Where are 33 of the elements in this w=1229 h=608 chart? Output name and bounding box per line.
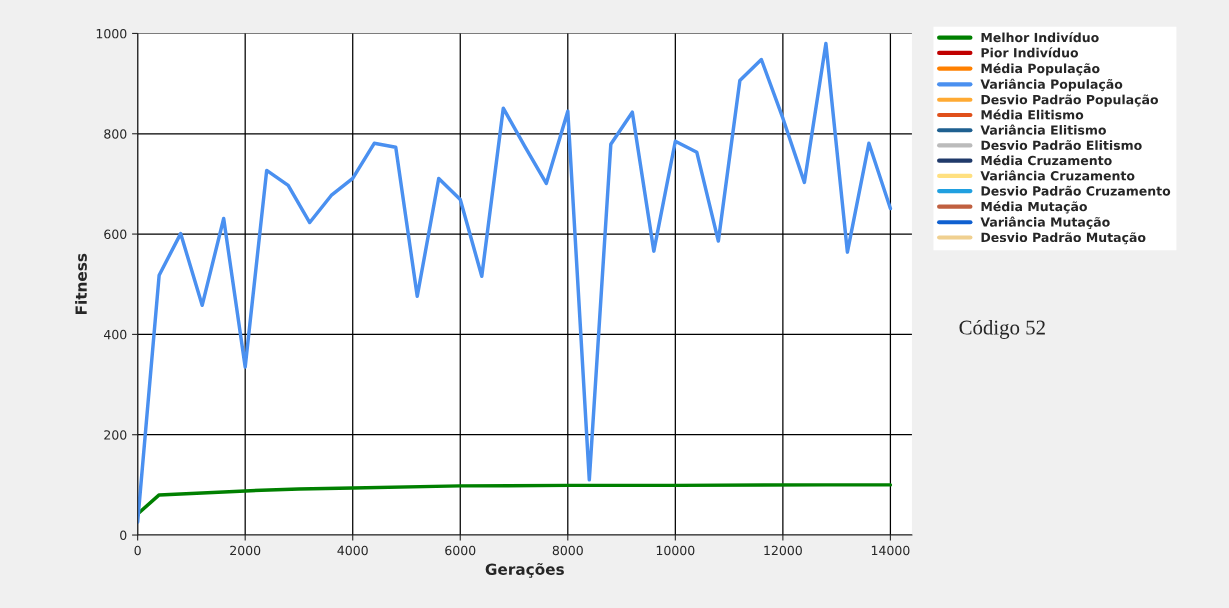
text: Código 52 [959, 319, 1045, 339]
legend-label: Desvio Padrão Elitismo [981, 140, 1142, 150]
y-tick-label: 200 [104, 430, 127, 440]
legend-label: Melhor Indivíduo [981, 32, 1099, 43]
x-tick-label: 10000 [656, 545, 695, 556]
legend-label: Desvio Padrão População [981, 94, 1159, 107]
x-tick-label: 0 [134, 545, 141, 556]
legend-label: Pior Indivíduo [981, 47, 1079, 58]
y-tick-label: 1000 [96, 28, 127, 39]
x-tick-label: 12000 [764, 545, 802, 556]
legend-label: Variância Cruzamento [980, 170, 1135, 181]
legend-label: Média Cruzamento [981, 155, 1112, 166]
legend-label: Média Mutação [981, 201, 1087, 214]
legend-label: Variância População [980, 78, 1123, 92]
x-tick-label: 4000 [337, 545, 368, 556]
line-series [137, 41, 893, 524]
x-tick-label: 2000 [230, 545, 261, 556]
legend-label: Desvio Padrão Mutação [981, 232, 1146, 245]
y-tick-label: 600 [104, 229, 127, 240]
y-tick-label: 800 [104, 129, 127, 139]
legend-label: Variância Mutação [980, 216, 1110, 230]
legend-label: Média População [981, 62, 1100, 76]
x-tick-label: 14000 [871, 545, 910, 556]
legend-label: Variância Elitismo [980, 124, 1106, 135]
line-series [137, 483, 893, 516]
y-tick-label: 0 [120, 530, 127, 540]
legend-label: Desvio Padrão Cruzamento [981, 185, 1171, 196]
x-tick-label: 6000 [445, 545, 476, 556]
x-tick-label: 8000 [552, 545, 583, 556]
y-tick-label: 400 [103, 329, 127, 340]
y-axis-title: Fitness [75, 253, 87, 315]
x-axis-title: Gerações [485, 562, 564, 578]
legend-label: Média Elitismo [981, 109, 1084, 120]
